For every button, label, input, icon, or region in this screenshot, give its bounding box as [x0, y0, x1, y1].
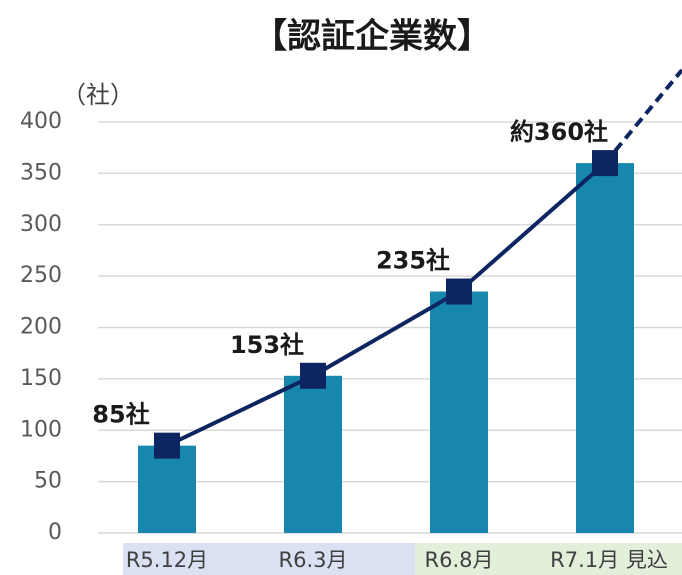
category-background — [123, 543, 269, 575]
x-tick-label: R5.12月 — [126, 548, 208, 572]
projection-line — [603, 68, 682, 165]
y-tick-label: 150 — [20, 366, 62, 391]
y-tick-label: 350 — [20, 160, 62, 185]
bar — [284, 375, 342, 533]
value-label: 153社 — [230, 331, 304, 359]
marker — [446, 278, 472, 305]
category-background — [415, 543, 561, 575]
y-tick-label: 0 — [48, 520, 62, 545]
value-label: 235社 — [376, 247, 450, 275]
chart-title: 【認証企業数】 — [253, 17, 491, 57]
marker — [300, 362, 326, 389]
y-tick-label: 50 — [34, 469, 62, 494]
value-label: 85社 — [92, 401, 149, 429]
x-tick-label: R6.3月 — [279, 548, 348, 572]
category-background — [561, 543, 682, 575]
category-background — [269, 543, 415, 575]
bar — [576, 163, 634, 533]
value-label: 約360社 — [510, 118, 608, 146]
bar — [430, 291, 488, 533]
line — [166, 161, 607, 448]
y-unit: （社） — [62, 81, 134, 109]
y-tick-label: 400 — [20, 109, 62, 134]
y-tick-label: 250 — [20, 263, 62, 288]
y-tick-label: 300 — [20, 212, 62, 237]
y-tick-label: 200 — [20, 315, 62, 340]
marker — [592, 150, 618, 177]
marker — [154, 432, 180, 459]
x-tick-label: R6.8月 — [425, 548, 494, 572]
bar — [138, 445, 196, 533]
x-tick-label: R7.1月 見込 — [550, 548, 668, 572]
y-tick-label: 100 — [20, 417, 62, 442]
